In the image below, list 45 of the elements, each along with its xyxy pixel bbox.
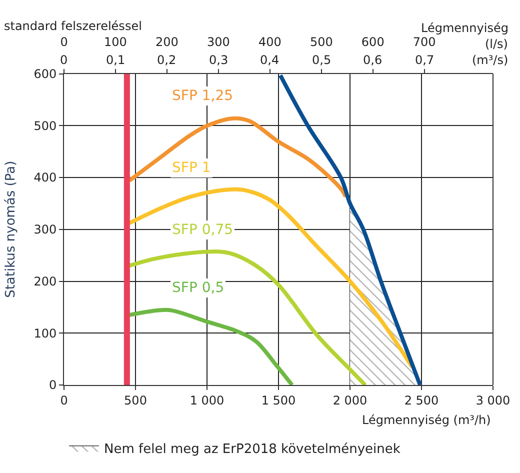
y-tick-label: 500 bbox=[34, 118, 57, 133]
text: Légmennyiség bbox=[421, 21, 508, 35]
line-series bbox=[127, 250, 368, 385]
y-tick-label: 200 bbox=[34, 274, 57, 288]
x2-tick-label: 500 bbox=[310, 34, 333, 49]
series-label: SFP 1,25 bbox=[172, 88, 234, 104]
x-tick-label: 0 bbox=[60, 393, 68, 408]
line-series bbox=[127, 116, 348, 199]
text: 0,5 bbox=[312, 53, 332, 67]
text: (l/s) bbox=[485, 37, 508, 51]
text: 0 bbox=[60, 53, 68, 67]
chart-title: standard felszereléssel bbox=[4, 19, 142, 33]
y-tick-label: 600 bbox=[34, 66, 57, 81]
line-series bbox=[127, 308, 294, 385]
legend-label: Nem felel meg az ErP2018 követelményeinek bbox=[104, 442, 401, 457]
x2-tick-label: 300 bbox=[206, 34, 230, 49]
y-axis-title: Statikus nyomás (Pa) bbox=[4, 160, 19, 298]
x-tick-label: 1 000 bbox=[190, 393, 224, 408]
text: 0,7 bbox=[415, 53, 434, 67]
series-label: SFP 0,5 bbox=[172, 280, 224, 296]
y-tick-label: 100 bbox=[34, 326, 57, 340]
y-tick-label: 400 bbox=[34, 170, 57, 185]
x2-tick-label: 700 bbox=[412, 34, 436, 49]
text: 0,4 bbox=[260, 53, 280, 67]
text: 0,6 bbox=[363, 53, 382, 67]
y-tick-label: 0 bbox=[48, 378, 57, 392]
x2-tick-label: 100 bbox=[104, 34, 127, 49]
text: (m³/s) bbox=[472, 53, 508, 67]
text: 0,1 bbox=[106, 53, 126, 67]
x2-tick-label: 200 bbox=[156, 34, 178, 49]
line-series bbox=[278, 74, 422, 385]
x-tick-label: 3 000 bbox=[476, 393, 510, 408]
text: 0,3 bbox=[209, 53, 228, 67]
text: 0,2 bbox=[157, 53, 176, 67]
y-tick-label: 300 bbox=[34, 222, 57, 237]
x-tick-label: 1 500 bbox=[261, 393, 296, 408]
x-tick-label: 2 000 bbox=[332, 393, 368, 408]
x-tick-label: 500 bbox=[124, 393, 147, 408]
x2-tick-label: 600 bbox=[361, 34, 384, 49]
series-label: SFP 1 bbox=[172, 160, 211, 176]
x-tick-label: 2 500 bbox=[404, 393, 439, 408]
x2-tick-label: 400 bbox=[258, 34, 282, 49]
x2-tick-label: 0 bbox=[60, 34, 68, 49]
x-axis-title: Légmennyiség (m³/h) bbox=[362, 413, 491, 427]
series-label: SFP 0,75 bbox=[172, 222, 234, 238]
